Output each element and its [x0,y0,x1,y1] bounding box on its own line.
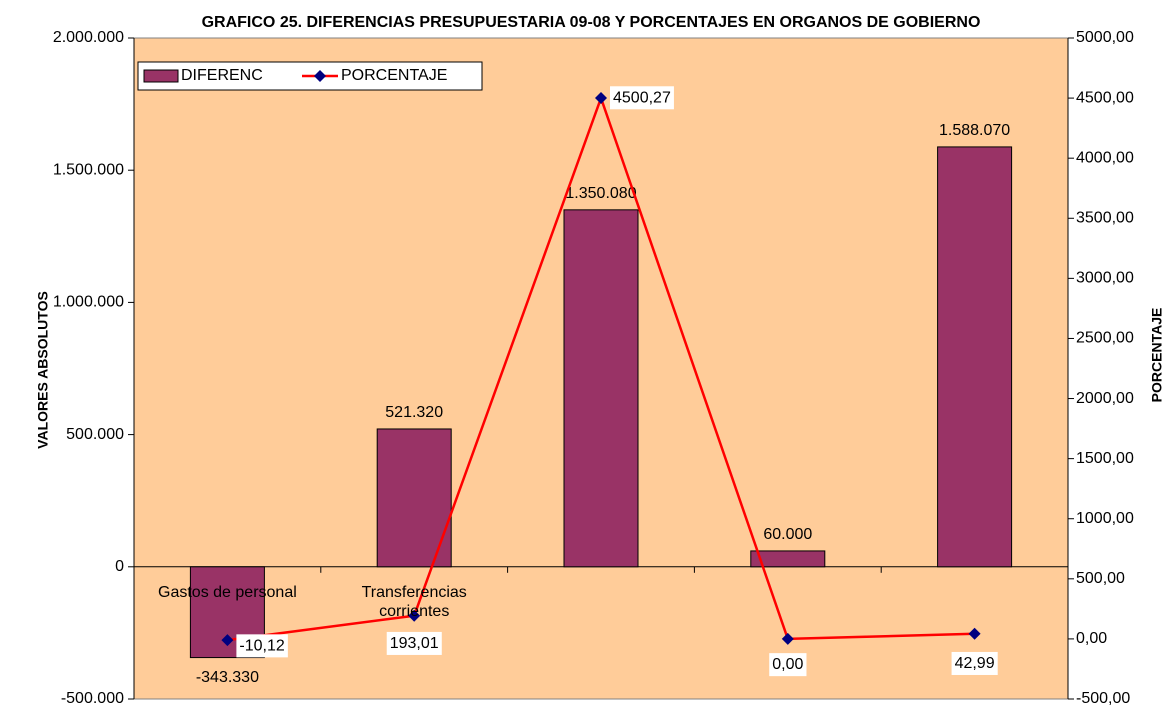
y-axis-title: VALORES ABSOLUTOS [35,291,51,449]
bar-value-label: 1.350.080 [565,185,636,202]
line-value-label: -10,12 [239,637,284,654]
y2-tick-label: 5000,00 [1076,29,1134,46]
y2-tick-label: 500,00 [1076,570,1125,587]
bar [750,550,826,568]
y-tick-label: 2.000.000 [53,29,124,46]
bar-value-label: 521.320 [385,404,443,421]
y-tick-label: -500.000 [61,690,124,707]
chart-title: GRAFICO 25. DIFERENCIAS PRESUPUESTARIA 0… [201,14,981,31]
line-value-label-group: 0,00 [769,653,807,677]
line-value-label-group: 42,99 [951,651,998,675]
y2-tick-label: 4500,00 [1076,89,1134,106]
line-marker [968,627,981,640]
y-tick-label: 1.000.000 [53,294,124,311]
y2-axis-title: PORCENTAJE [1149,308,1165,403]
y2-tick-label: 3500,00 [1076,209,1134,226]
x-tick-label: Gastos de personal [158,583,297,601]
line-value-label-group: 4500,27 [610,86,674,110]
label-background [769,653,807,677]
line-value-label: 42,99 [955,655,995,672]
bar-value-label: 1.588.070 [939,122,1010,139]
label-background [951,651,998,675]
bar-value-label: -343.330 [196,669,259,686]
line-value-label: 193,01 [390,635,439,652]
label-background [610,86,674,110]
x-tick-label: Transferencias corrientes [361,583,467,620]
line-marker [781,632,794,645]
y2-tick-label: 2500,00 [1076,330,1134,347]
y2-tick-label: 3000,00 [1076,270,1134,287]
label-background [236,634,288,658]
y2-tick-label: 0,00 [1076,630,1107,647]
y2-tick-label: 1500,00 [1076,450,1134,467]
line-marker [595,92,607,105]
line-value-label-group: 193,01 [386,631,442,655]
y2-tick-label: 4000,00 [1076,149,1134,166]
y-tick-label: 0 [115,558,124,575]
legend-swatch [143,69,179,83]
label-background [386,631,442,655]
legend-label: PORCENTAJE [341,67,447,84]
legend-label: DIFERENC [181,67,263,84]
line-value-label-group: -10,12 [236,634,288,658]
line-marker [221,634,234,647]
line-marker [408,609,421,622]
bar-value-label: 60.000 [763,526,812,543]
bar [937,146,1013,568]
line-value-label: 4500,27 [613,89,671,106]
y-tick-label: 1.500.000 [53,161,124,178]
legend-marker [314,70,326,82]
line-value-label: 0,00 [772,656,803,673]
bar [563,209,639,568]
y2-tick-label: -500,00 [1076,690,1130,707]
y2-tick-label: 1000,00 [1076,510,1134,527]
y2-tick-label: 2000,00 [1076,390,1134,407]
y-tick-label: 500.000 [66,426,124,443]
